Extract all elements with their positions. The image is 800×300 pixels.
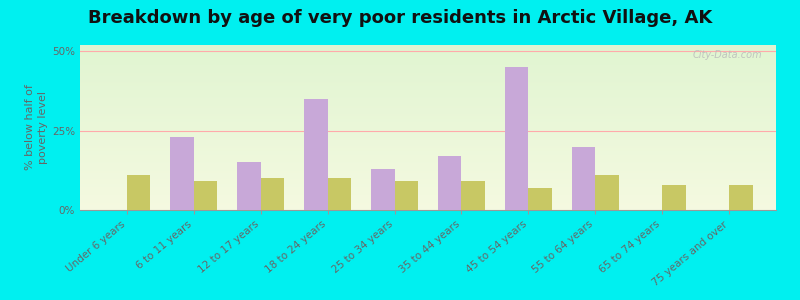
- Bar: [261, 178, 284, 210]
- Bar: [572, 146, 595, 210]
- Bar: [462, 182, 485, 210]
- Bar: [505, 67, 528, 210]
- Bar: [528, 188, 552, 210]
- Y-axis label: % below half of
poverty level: % below half of poverty level: [26, 85, 48, 170]
- Bar: [438, 156, 462, 210]
- Bar: [238, 162, 261, 210]
- Bar: [394, 182, 418, 210]
- Bar: [170, 137, 194, 210]
- Bar: [194, 182, 217, 210]
- Bar: [127, 175, 150, 210]
- Bar: [729, 184, 753, 210]
- Bar: [328, 178, 351, 210]
- Bar: [371, 169, 394, 210]
- Text: City-Data.com: City-Data.com: [693, 50, 762, 60]
- Bar: [662, 184, 686, 210]
- Text: Breakdown by age of very poor residents in Arctic Village, AK: Breakdown by age of very poor residents …: [88, 9, 712, 27]
- Bar: [595, 175, 618, 210]
- Bar: [304, 99, 328, 210]
